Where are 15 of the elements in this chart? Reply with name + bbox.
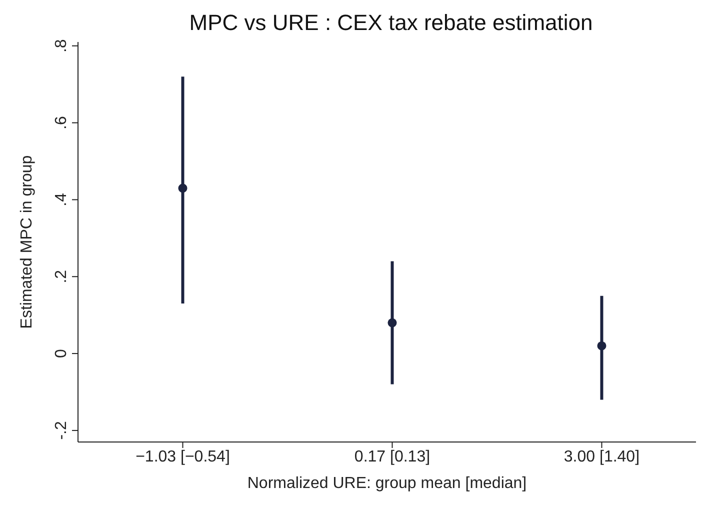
chart-title: MPC vs URE : CEX tax rebate estimation xyxy=(188,9,594,37)
y-tick-label: .8 xyxy=(53,39,70,53)
x-tick-label: −1.03 [−0.54] xyxy=(136,448,230,466)
x-tick-label: 3.00 [1.40] xyxy=(564,448,640,466)
point xyxy=(178,184,188,193)
x-axis-title: Normalized URE: group mean [median] xyxy=(247,475,527,492)
y-axis-title: Estimated MPC in group xyxy=(18,155,36,329)
y-tick-label: 0 xyxy=(53,348,70,358)
y-tick-label: .6 xyxy=(53,116,70,130)
x-tick-label: 0.17 [0.13] xyxy=(354,448,430,466)
point xyxy=(597,341,606,350)
y-tick-label: -.2 xyxy=(53,421,70,440)
y-tick-label: .4 xyxy=(53,192,70,206)
point xyxy=(388,318,397,328)
y-tick-label: .2 xyxy=(53,270,70,284)
